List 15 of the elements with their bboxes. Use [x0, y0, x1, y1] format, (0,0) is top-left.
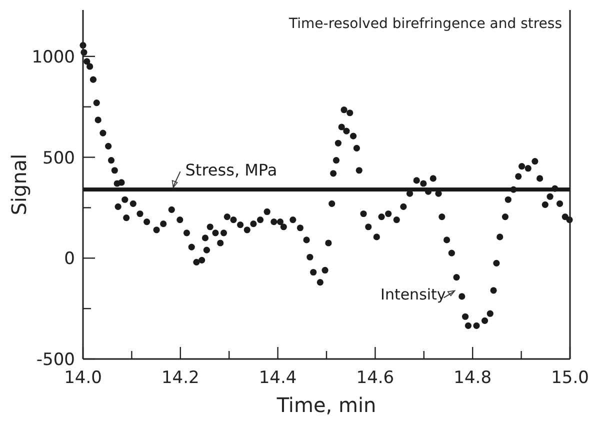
y-tick-label: 500 [42, 148, 75, 168]
x-tick-label: 14.4 [258, 368, 297, 388]
series-label: Stress, MPa [185, 160, 278, 180]
x-tick-label: 14.8 [454, 368, 492, 388]
series-label: Intensity [380, 286, 446, 304]
text: Time-resolved birefringence and stress [288, 16, 562, 32]
x-tick-label: 14.6 [356, 368, 394, 388]
x-axis-title: Time, min [276, 393, 376, 417]
x-tick-label: 15.0 [551, 368, 589, 388]
y-tick-label: -500 [36, 350, 75, 370]
y-tick-label: 0 [64, 249, 75, 270]
x-tick-label: 14.2 [161, 368, 200, 388]
x-tick-label: 14.0 [64, 368, 102, 388]
y-axis-title: Signal [7, 154, 31, 216]
y-tick-label: 1000 [32, 47, 75, 68]
